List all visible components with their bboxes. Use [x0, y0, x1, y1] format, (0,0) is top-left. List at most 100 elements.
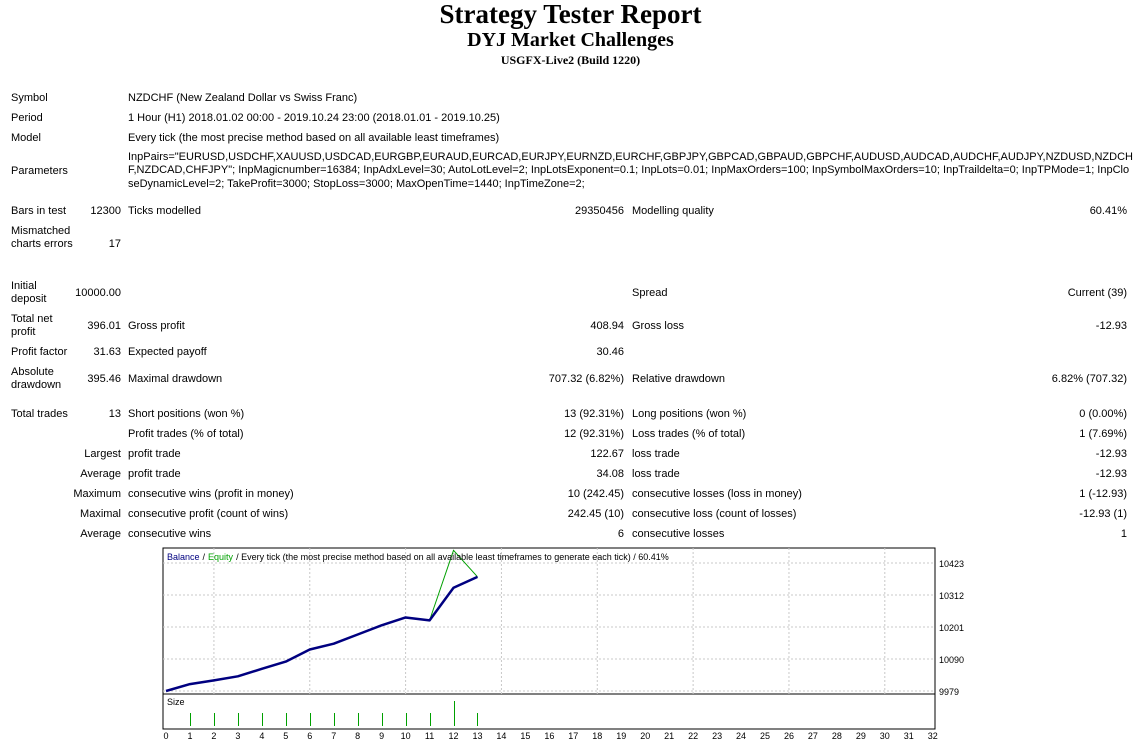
mcl-label: consecutive losses (loss in money)	[632, 488, 802, 500]
x-tick-label: 14	[496, 731, 506, 741]
model-value: Every tick (the most precise method base…	[128, 132, 500, 144]
absdd-value: 395.46	[87, 373, 121, 385]
mcp-label: consecutive profit (count of wins)	[128, 508, 289, 520]
x-tick-label: 31	[904, 731, 914, 741]
x-tick-label: 11	[425, 731, 434, 741]
x-tick-label: 17	[568, 731, 578, 741]
ptrades-value: 12 (92.31%)	[564, 428, 624, 440]
x-tick-label: 9	[379, 731, 384, 741]
maxdd-label: Maximal drawdown	[128, 373, 223, 385]
acw-label: consecutive wins	[128, 528, 212, 540]
payoff-label: Expected payoff	[128, 346, 207, 358]
netprofit-label: Total net profit	[11, 313, 53, 338]
llt-value: -12.93	[1095, 448, 1127, 460]
average-label: Average	[80, 468, 121, 480]
long-label: Long positions (won %)	[632, 408, 747, 420]
x-tick-label: 29	[856, 731, 866, 741]
report-title: Strategy Tester Report	[439, 0, 702, 29]
mcloss-value: -12.93 (1)	[1079, 508, 1127, 520]
absdd-label: Absolute drawdown	[11, 366, 62, 391]
y-tick-label: 10423	[939, 559, 964, 569]
acl-value: 1	[1120, 528, 1127, 540]
x-tick-label: 10	[401, 731, 411, 741]
x-tick-label: 22	[688, 731, 698, 741]
x-tick-label: 4	[259, 731, 264, 741]
x-tick-label: 32	[928, 731, 938, 741]
symbol-value: NZDCHF (New Zealand Dollar vs Swiss Fran…	[128, 92, 358, 104]
deposit-value: 10000.00	[75, 287, 121, 299]
x-tick-label: 1	[187, 731, 192, 741]
maximum-label: Maximum	[73, 488, 121, 500]
maxdd-value: 707.32 (6.82%)	[548, 373, 624, 385]
average2-label: Average	[80, 528, 121, 540]
equity-line	[429, 549, 478, 621]
x-tick-label: 5	[283, 731, 288, 741]
acw-value: 6	[617, 528, 624, 540]
x-tick-label: 28	[832, 731, 842, 741]
legend-text: / Every tick (the most precise method ba…	[236, 552, 669, 562]
x-tick-label: 8	[355, 731, 360, 741]
short-label: Short positions (won %)	[128, 408, 245, 420]
chart-grid	[163, 548, 935, 694]
x-tick-label: 2	[211, 731, 216, 741]
size-bars	[190, 701, 478, 726]
trades-label: Total trades	[11, 408, 68, 420]
grossprofit-value: 408.94	[590, 320, 624, 332]
pf-label: Profit factor	[11, 346, 68, 358]
mismatch-value: 17	[108, 238, 121, 250]
apt-label: profit trade	[128, 468, 181, 480]
x-tick-label: 3	[235, 731, 240, 741]
x-tick-label: 30	[880, 731, 890, 741]
mcw-value: 10 (242.45)	[567, 488, 624, 500]
trades-value: 13	[108, 408, 121, 420]
x-tick-label: 20	[640, 731, 650, 741]
parameters-label: Parameters	[11, 165, 68, 177]
long-value: 0 (0.00%)	[1079, 408, 1127, 420]
alt-value: -12.93	[1095, 468, 1127, 480]
mcw-label: consecutive wins (profit in money)	[128, 488, 294, 500]
quality-label: Modelling quality	[632, 205, 714, 217]
reldd-label: Relative drawdown	[632, 373, 725, 385]
x-tick-label: 23	[712, 731, 722, 741]
ticks-label: Ticks modelled	[128, 205, 201, 217]
acl-label: consecutive losses	[632, 528, 725, 540]
bars-label: Bars in test	[11, 205, 67, 217]
chart-lines	[165, 549, 478, 693]
server-build: USGFX-Live2 (Build 1220)	[500, 53, 641, 67]
x-tick-label: 21	[664, 731, 674, 741]
model-label: Model	[11, 132, 41, 144]
x-tick-label: 18	[592, 731, 602, 741]
y-tick-label: 10312	[939, 591, 964, 601]
period-value: 1 Hour (H1) 2018.01.02 00:00 - 2019.10.2…	[128, 112, 500, 124]
x-tick-label: 25	[760, 731, 770, 741]
x-tick-label: 6	[307, 731, 312, 741]
x-tick-label: 0	[163, 731, 168, 741]
grossprofit-label: Gross profit	[128, 320, 185, 332]
balance-line	[165, 575, 478, 693]
quality-value: 60.41%	[1089, 205, 1127, 217]
ptrades-label: Profit trades (% of total)	[128, 428, 244, 440]
bars-value: 12300	[90, 205, 121, 217]
grossloss-label: Gross loss	[632, 320, 684, 332]
x-tick-label: 26	[784, 731, 794, 741]
spread-value: Current (39)	[1067, 287, 1127, 299]
expert-name: DYJ Market Challenges	[467, 29, 674, 51]
x-tick-label: 27	[808, 731, 818, 741]
spread-label: Spread	[632, 287, 668, 299]
x-tick-label: 24	[736, 731, 746, 741]
payoff-value: 30.46	[596, 346, 624, 358]
parameters-value: InpPairs="EURUSD,USDCHF,XAUUSD,USDCAD,EU…	[128, 151, 1133, 190]
y-tick-label: 9979	[939, 687, 959, 697]
pf-value: 31.63	[93, 346, 121, 358]
mcloss-label: consecutive loss (count of losses)	[632, 508, 797, 520]
alt-label: loss trade	[632, 468, 680, 480]
reldd-value: 6.82% (707.32)	[1051, 373, 1127, 385]
x-tick-label: 13	[472, 731, 482, 741]
x-tick-label: 7	[331, 731, 336, 741]
ltrades-value: 1 (7.69%)	[1079, 428, 1127, 440]
x-tick-label: 19	[616, 731, 626, 741]
chart-legend: Balance / Equity / Every tick (the most pre…	[167, 552, 669, 562]
legend-separator: /	[203, 552, 206, 562]
ltrades-label: Loss trades (% of total)	[632, 428, 746, 440]
